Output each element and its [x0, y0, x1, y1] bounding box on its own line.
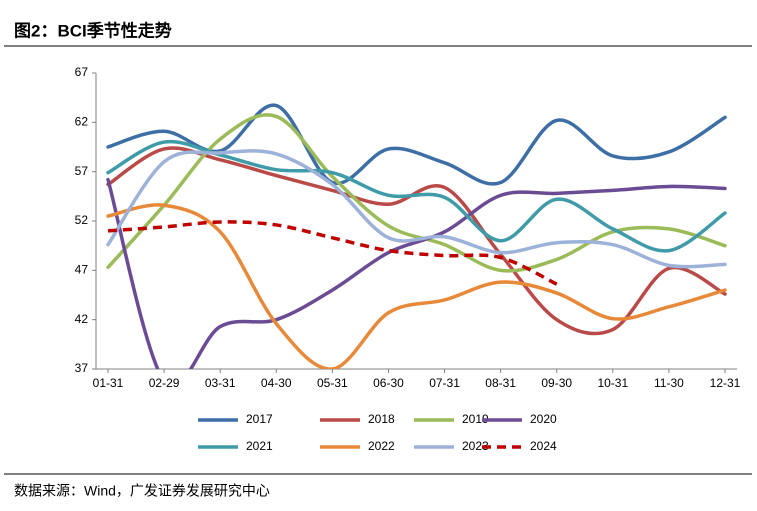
legend-label: 2023: [462, 439, 489, 453]
legend-label: 2020: [530, 412, 557, 426]
x-tick-label: 10-31: [597, 376, 628, 390]
series-line: [106, 177, 727, 369]
series-line: [106, 113, 727, 273]
x-tick-label: 09-30: [541, 376, 572, 390]
chart-title: 图2：BCI季节性走势: [14, 20, 172, 40]
legend-label: 2021: [246, 439, 273, 453]
y-tick-label: 62: [75, 115, 89, 129]
legend-label: 2018: [368, 412, 395, 426]
series-line: [107, 220, 558, 286]
y-tick-label: 57: [75, 164, 89, 178]
y-tick-label: 42: [75, 312, 89, 326]
legend-label: 2024: [530, 439, 557, 453]
y-tick-label: 67: [75, 65, 89, 79]
legend-label: 2017: [246, 412, 273, 426]
x-tick-label: 07-31: [429, 376, 460, 390]
x-tick-label: 02-29: [149, 376, 180, 390]
x-tick-label: 04-30: [261, 376, 292, 390]
x-tick-label: 01-31: [93, 376, 124, 390]
series-line: [106, 103, 727, 186]
y-tick-label: 47: [75, 263, 89, 277]
plot-lines: [106, 103, 727, 369]
x-tick-label: 11-30: [654, 376, 684, 390]
y-tick-label: 37: [75, 361, 89, 375]
x-tick-label: 05-31: [317, 376, 348, 390]
legend-label: 2019: [462, 412, 489, 426]
x-tick-label: 03-31: [205, 376, 236, 390]
source: 数据来源：Wind，广发证券发展研究中心: [14, 483, 270, 499]
series-line: [106, 203, 727, 369]
legend-label: 2022: [368, 439, 395, 453]
x-tick-label: 06-30: [373, 376, 404, 390]
x-tick-label: 12-31: [710, 376, 741, 390]
x-tick-label: 08-31: [485, 376, 516, 390]
y-tick-label: 52: [75, 213, 89, 227]
series-line: [106, 149, 727, 269]
